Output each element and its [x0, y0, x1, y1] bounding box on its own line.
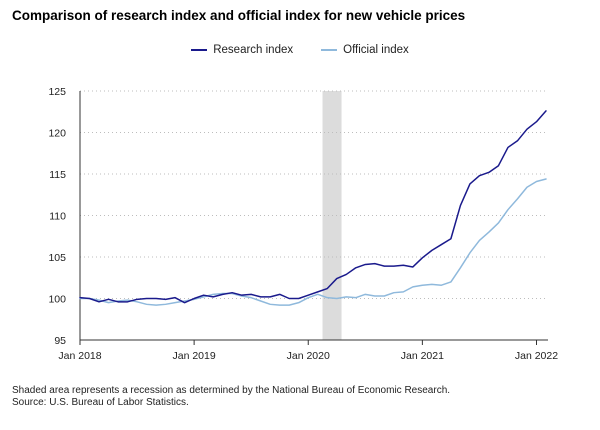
legend-label-official: Official index	[343, 44, 409, 56]
legend-swatch-research	[191, 49, 208, 51]
y-tick-label-115: 115	[49, 169, 66, 181]
x-tick-label-3: Jan 2021	[401, 350, 444, 362]
legend-item-research: Research index	[191, 44, 293, 56]
chart-legend: Research index Official index	[0, 44, 600, 56]
series-line-1	[79, 178, 547, 306]
y-tick-label-120: 120	[48, 128, 66, 140]
legend-label-research: Research index	[213, 44, 294, 56]
recession-note: Shaded area represents a recession as de…	[12, 385, 451, 396]
legend-swatch-official	[321, 49, 338, 51]
series-line-0	[79, 110, 547, 304]
y-tick-label-110: 110	[49, 211, 66, 223]
x-tick-label-1: Jan 2019	[173, 350, 216, 362]
y-tick-label-105: 105	[48, 252, 66, 264]
x-tick-label-2: Jan 2020	[287, 350, 330, 362]
y-tick-label-100: 100	[48, 294, 66, 306]
legend-item-official: Official index	[321, 44, 409, 56]
x-tick-label-4: Jan 2022	[515, 350, 558, 362]
y-tick-label-125: 125	[48, 86, 66, 98]
chart-title: Comparison of research index and officia…	[12, 8, 466, 23]
y-tick-label-95: 95	[54, 335, 66, 347]
x-tick-label-0: Jan 2018	[58, 350, 101, 362]
source-note: Source: U.S. Bureau of Labor Statistics.	[12, 397, 189, 408]
